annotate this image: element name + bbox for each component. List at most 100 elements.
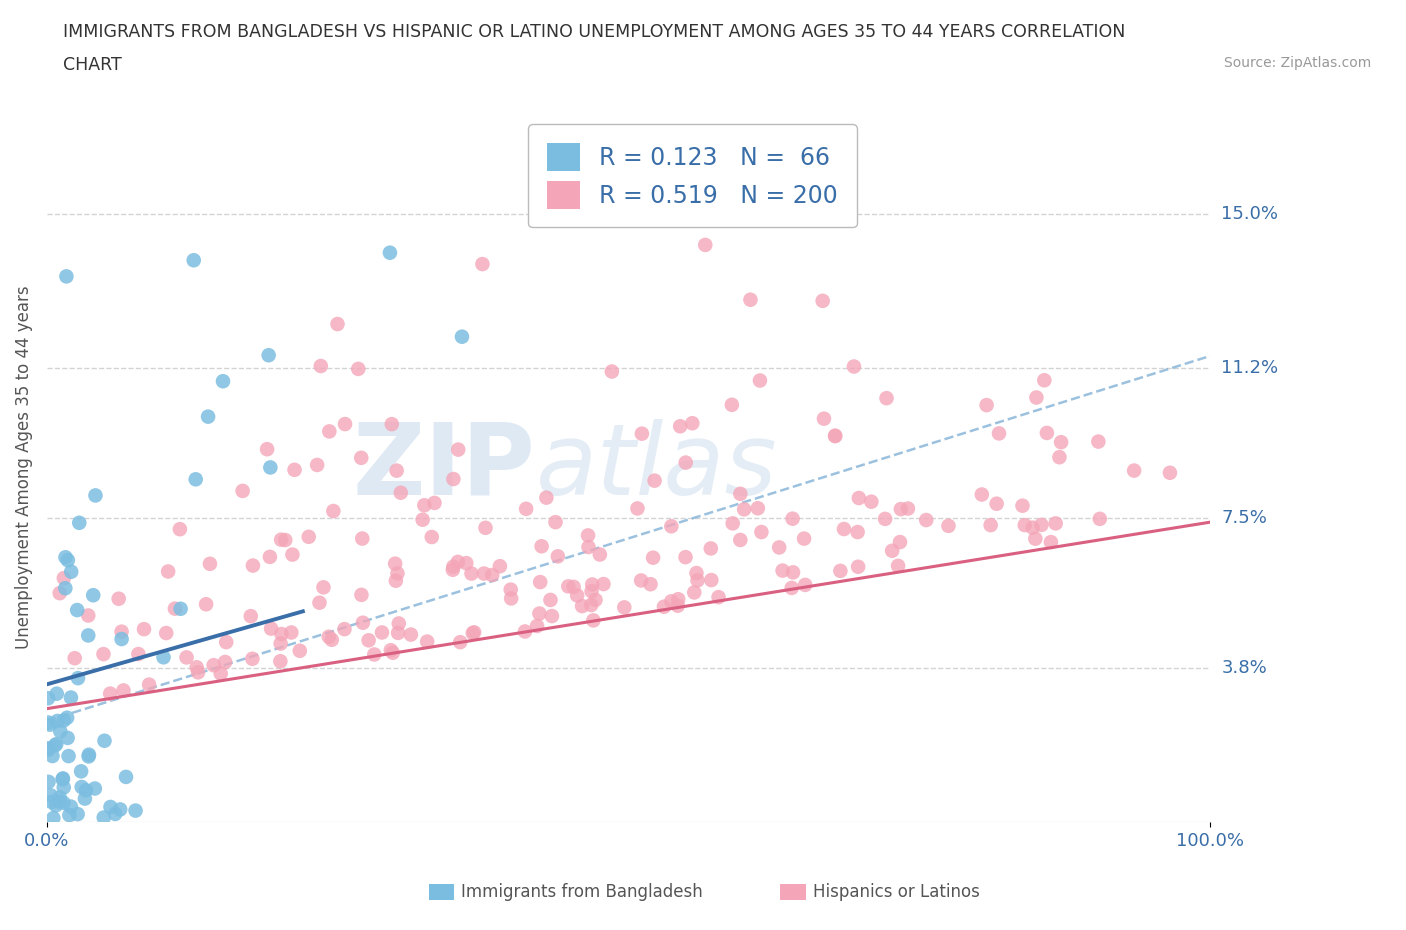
Point <box>387 626 409 641</box>
Point <box>55 550 77 565</box>
Point <box>77 608 100 623</box>
Point <box>195 597 218 612</box>
Point <box>110 631 132 646</box>
Point <box>461 626 484 641</box>
Point <box>318 630 340 644</box>
Point <box>530 538 553 553</box>
Point <box>270 627 292 642</box>
Point <box>82 588 104 603</box>
Point <box>387 566 409 581</box>
Point <box>747 500 769 515</box>
Point <box>259 460 281 475</box>
Point <box>793 531 815 546</box>
Point <box>471 257 494 272</box>
Point <box>782 565 804 579</box>
Point <box>644 186 666 201</box>
Point <box>463 625 485 640</box>
Point <box>887 558 910 573</box>
Point <box>202 658 225 672</box>
Point <box>581 577 603 591</box>
Point <box>288 644 311 658</box>
Point <box>882 543 904 558</box>
Point <box>1045 516 1067 531</box>
Point <box>384 556 406 571</box>
Text: 7.5%: 7.5% <box>1222 509 1267 527</box>
Point <box>730 533 752 548</box>
Point <box>37 775 59 790</box>
Point <box>307 458 329 472</box>
Point <box>630 573 652 588</box>
Point <box>312 580 335 595</box>
Point <box>385 463 408 478</box>
Point <box>824 428 846 443</box>
Point <box>350 450 373 465</box>
Point <box>730 486 752 501</box>
Point <box>749 373 772 388</box>
Point <box>283 462 305 477</box>
Point <box>152 650 174 665</box>
Point <box>683 585 706 600</box>
Point <box>352 531 374 546</box>
Point <box>441 472 464 486</box>
Point <box>49 724 72 738</box>
Point <box>846 525 869 539</box>
Point <box>499 582 522 597</box>
Point <box>416 634 439 649</box>
Point <box>640 577 662 591</box>
Point <box>77 747 100 762</box>
Point <box>41 794 63 809</box>
Text: Immigrants from Bangladesh: Immigrants from Bangladesh <box>461 883 703 901</box>
Point <box>441 563 464 578</box>
Point <box>66 603 89 618</box>
Point <box>666 591 689 606</box>
Point <box>385 573 408 588</box>
Point <box>169 522 191 537</box>
Point <box>489 559 512 574</box>
Point <box>830 564 852 578</box>
Point <box>132 622 155 637</box>
Point <box>46 713 69 728</box>
Point <box>848 491 870 506</box>
Point <box>721 516 744 531</box>
Point <box>567 588 589 603</box>
Point <box>582 613 605 628</box>
Point <box>501 591 523 605</box>
Point <box>187 665 209 680</box>
Point <box>270 636 292 651</box>
Point <box>1088 512 1111 526</box>
Point <box>93 810 115 825</box>
Point <box>48 794 70 809</box>
Point <box>686 573 709 588</box>
Point <box>544 514 567 529</box>
Point <box>832 522 855 537</box>
Point <box>772 564 794 578</box>
Point <box>571 599 593 614</box>
Point <box>721 397 744 412</box>
Point <box>48 790 70 804</box>
Point <box>782 512 804 526</box>
Point <box>58 749 80 764</box>
Point <box>1036 426 1059 441</box>
Point <box>1014 518 1036 533</box>
Point <box>44 738 66 753</box>
Point <box>56 711 79 725</box>
Point <box>56 730 79 745</box>
Point <box>138 677 160 692</box>
Point <box>274 533 297 548</box>
Point <box>768 540 790 555</box>
Point <box>399 627 422 642</box>
Point <box>67 515 90 530</box>
Point <box>59 690 82 705</box>
Point <box>685 565 707 580</box>
Point <box>889 535 911 550</box>
Point <box>389 485 412 500</box>
Text: IMMIGRANTS FROM BANGLADESH VS HISPANIC OR LATINO UNEMPLOYMENT AMONG AGES 35 TO 4: IMMIGRANTS FROM BANGLADESH VS HISPANIC O… <box>63 23 1126 41</box>
Point <box>451 329 474 344</box>
Point <box>380 643 402 658</box>
Point <box>579 598 602 613</box>
Point <box>707 590 730 604</box>
Point <box>215 634 238 649</box>
Point <box>77 749 100 764</box>
Point <box>127 646 149 661</box>
Point <box>1031 517 1053 532</box>
